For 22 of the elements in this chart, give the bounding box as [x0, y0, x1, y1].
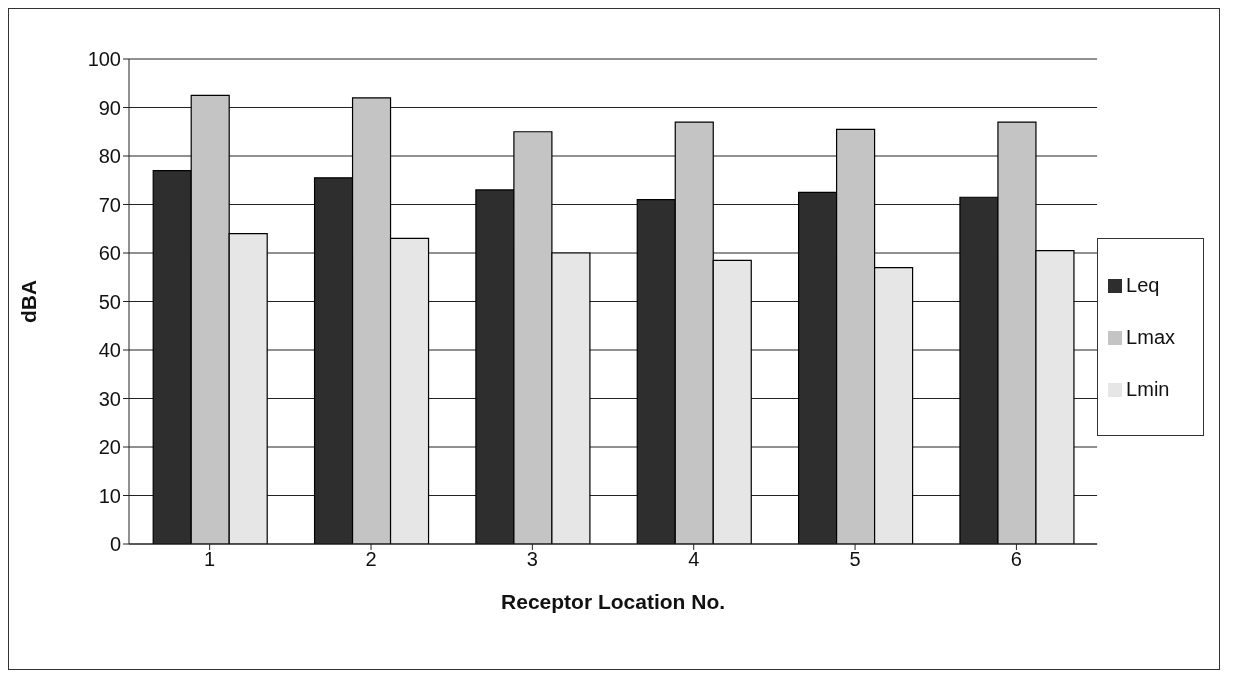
- x-axis-title: Receptor Location No.: [501, 590, 726, 613]
- y-tick-label: 90: [98, 96, 121, 119]
- legend-label: Lmax: [1126, 325, 1175, 348]
- x-tick-label: 4: [688, 548, 700, 571]
- legend-label: Leq: [1126, 273, 1160, 296]
- y-tick-label: 70: [98, 193, 121, 216]
- y-tick-label: 0: [109, 533, 121, 556]
- y-tick-label: 100: [87, 48, 121, 71]
- y-tick-label: 50: [98, 290, 121, 313]
- x-tick-label: 1: [204, 548, 216, 571]
- x-tick-label: 5: [849, 548, 861, 571]
- y-tick-label: 30: [98, 387, 121, 410]
- legend-label: Lmin: [1126, 377, 1170, 400]
- x-tick-label: 2: [365, 548, 377, 571]
- y-tick-label: 80: [98, 145, 121, 168]
- y-tick-label: 60: [98, 242, 121, 265]
- x-tick-label: 3: [526, 548, 538, 571]
- y-tick-label: 20: [98, 436, 121, 459]
- y-tick-label: 10: [98, 484, 121, 507]
- y-tick-label: 40: [98, 339, 121, 362]
- y-axis-title: dBA: [17, 279, 41, 324]
- x-tick-label: 6: [1010, 548, 1022, 571]
